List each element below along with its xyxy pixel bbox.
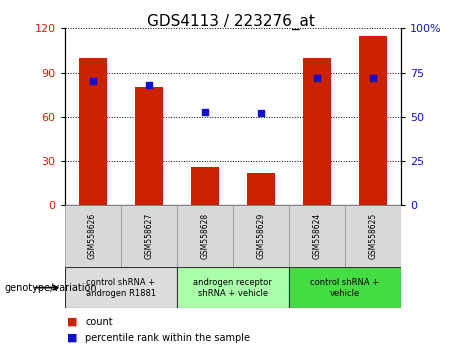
Bar [191,167,219,205]
Text: GSM558627: GSM558627 [144,213,153,259]
Bar [78,58,106,205]
Bar [247,173,275,205]
Text: GSM558629: GSM558629 [256,213,266,259]
Bar [177,267,289,308]
Bar [345,205,401,267]
Point [369,75,377,81]
Text: control shRNA +
vehicle: control shRNA + vehicle [310,278,379,298]
Bar [289,267,401,308]
Point [257,110,265,116]
Bar [233,205,289,267]
Bar [135,87,163,205]
Text: GSM558624: GSM558624 [313,213,321,259]
Bar [177,205,233,267]
Text: GSM558626: GSM558626 [88,213,97,259]
Point [201,109,208,114]
Bar [303,58,331,205]
Text: count: count [85,317,113,327]
Text: percentile rank within the sample: percentile rank within the sample [85,333,250,343]
Text: GDS4113 / 223276_at: GDS4113 / 223276_at [147,14,314,30]
Point [145,82,152,88]
Text: ■: ■ [67,317,77,327]
Bar [65,205,121,267]
Point [89,79,96,84]
Text: genotype/variation: genotype/variation [5,282,97,293]
Bar [289,205,345,267]
Bar [359,36,387,205]
Text: GSM558628: GSM558628 [200,213,209,259]
Text: control shRNA +
androgen R1881: control shRNA + androgen R1881 [86,278,156,298]
Bar [121,205,177,267]
Text: GSM558625: GSM558625 [368,213,378,259]
Text: androgen receptor
shRNA + vehicle: androgen receptor shRNA + vehicle [194,278,272,298]
Point [313,75,321,81]
Bar [65,267,177,308]
Text: ■: ■ [67,333,77,343]
